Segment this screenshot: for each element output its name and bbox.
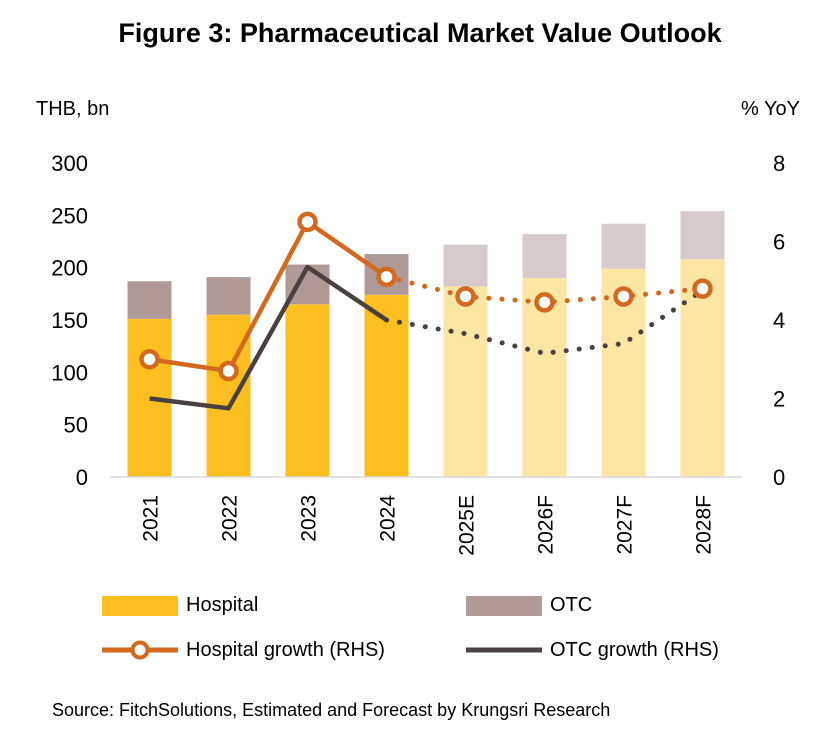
- right-tick-label: 8: [773, 151, 785, 176]
- category-label: 2027F: [614, 495, 637, 555]
- legend-item-otc: OTC: [466, 594, 592, 617]
- left-tick-label: 150: [51, 308, 88, 333]
- bar-otc-2025e: [443, 244, 488, 287]
- bar-hospital-2025e: [443, 286, 488, 477]
- source-note: Source: FitchSolutions, Estimated and Fo…: [52, 700, 611, 720]
- right-tick-label: 6: [773, 230, 785, 255]
- right-tick-label: 0: [773, 465, 785, 490]
- left-tick-label: 250: [51, 203, 88, 228]
- legend-label-hospital-growth: Hospital growth (RHS): [186, 638, 385, 661]
- bar-otc-2026f: [522, 234, 567, 279]
- legend-label-hospital: Hospital: [186, 594, 259, 616]
- right-tick-label: 2: [773, 387, 785, 412]
- left-tick-label: 100: [51, 360, 88, 385]
- legend-label-otc-growth: OTC growth (RHS): [550, 638, 719, 661]
- otc-growth-line-actual: [149, 264, 388, 411]
- bar-otc-2022: [206, 277, 251, 315]
- bar-otc-2028f: [680, 211, 725, 260]
- left-tick-label: 0: [76, 465, 88, 490]
- right-tick-label: 4: [773, 308, 785, 333]
- hospital-growth-marker-2027f: [613, 286, 634, 307]
- chart-title: Figure 3: Pharmaceutical Market Value Ou…: [118, 18, 722, 48]
- bar-hospital-2021: [127, 318, 172, 477]
- left-tick-label: 300: [51, 151, 88, 176]
- bar-hospital-2024: [364, 294, 409, 477]
- right-axis-unit: % YoY: [741, 98, 800, 120]
- category-label: 2021: [140, 495, 163, 542]
- hospital-growth-marker-2026f: [534, 292, 555, 313]
- market-value-chart: 0 50 100 150 200 250 300 0 2 4 6 8 2021 2022 2023 2024 2…: [51, 151, 785, 556]
- category-label: 2023: [298, 495, 321, 542]
- legend-item-otc-growth: OTC growth (RHS): [464, 638, 719, 662]
- hospital-growth-line-forecast: [384, 274, 705, 305]
- category-label: 2028F: [693, 495, 716, 555]
- bar-hospital-2023: [285, 304, 330, 477]
- legend-swatch-hospital: [102, 595, 178, 616]
- category-label: 2026F: [535, 495, 558, 555]
- legend-swatch-hospital-growth: [102, 640, 178, 660]
- hospital-growth-marker-2024: [376, 266, 397, 288]
- legend-item-hospital-growth: Hospital growth (RHS): [100, 638, 385, 662]
- category-label: 2024: [377, 495, 400, 542]
- category-label: 2025E: [456, 495, 479, 556]
- bar-otc-2021: [127, 281, 172, 319]
- legend-swatch-otc: [466, 595, 542, 616]
- legend-label-otc: OTC: [550, 594, 593, 616]
- hospital-growth-marker-2022: [218, 360, 239, 382]
- otc-growth-line-forecast: [384, 288, 705, 356]
- category-label: 2022: [219, 495, 242, 542]
- hospital-growth-marker-2021: [139, 349, 160, 370]
- hospital-growth-marker-2028f: [692, 278, 713, 299]
- hospital-growth-marker-2023: [297, 211, 318, 233]
- legend-swatch-otc-growth: [466, 647, 542, 653]
- legend-item-hospital: Hospital: [102, 594, 258, 617]
- bar-otc-2027f: [601, 223, 646, 269]
- hospital-growth-line-actual: [149, 219, 388, 374]
- hospital-growth-marker-2025e: [455, 286, 476, 307]
- left-axis-unit: THB, bn: [36, 98, 110, 120]
- left-tick-label: 50: [64, 413, 88, 438]
- left-tick-label: 200: [51, 256, 88, 281]
